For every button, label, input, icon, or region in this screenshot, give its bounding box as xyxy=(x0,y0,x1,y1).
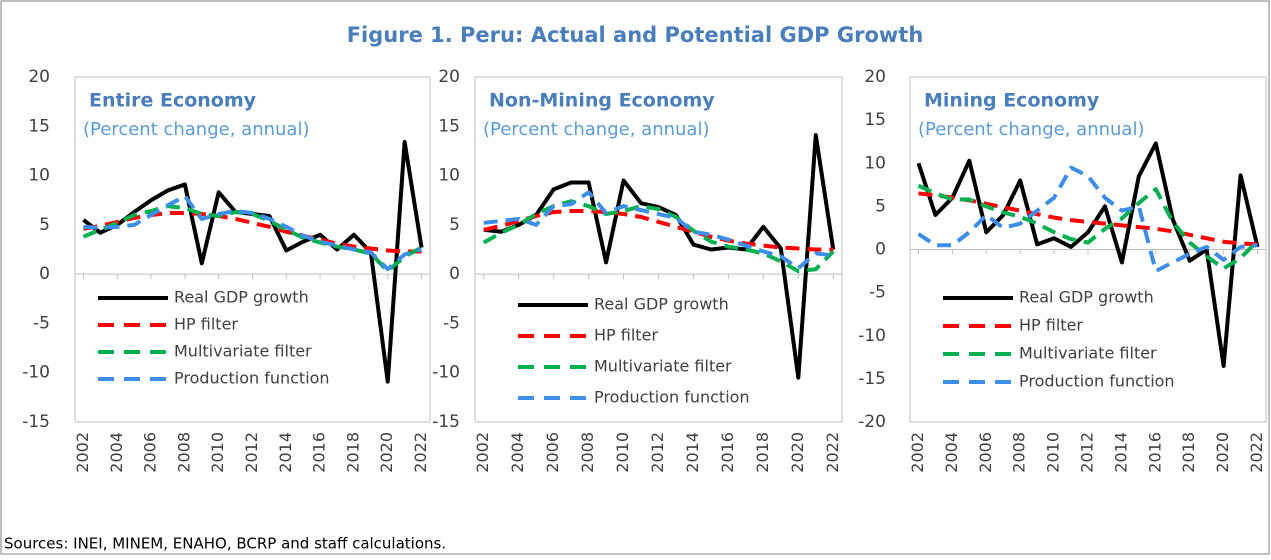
x-tick-label: 2018 xyxy=(1179,432,1198,473)
y-tick-label: 10 xyxy=(438,166,460,186)
series-line xyxy=(917,165,1258,274)
series-line xyxy=(483,209,834,252)
x-tick-label: 2020 xyxy=(377,432,396,473)
series-line xyxy=(83,211,422,254)
x-tick-label: 2002 xyxy=(908,432,927,473)
panel-subtitle: (Percent change, annual) xyxy=(918,119,1144,140)
source-note: Sources: INEI, MINEM, ENAHO, BCRP and st… xyxy=(4,535,446,553)
y-tick-label: -10 xyxy=(22,363,50,383)
x-tick-label: 2022 xyxy=(823,432,842,473)
x-tick-label: 2022 xyxy=(1247,432,1266,473)
legend-label: HP filter xyxy=(1019,316,1083,335)
y-tick-label: -15 xyxy=(858,369,886,389)
legend-label: Production function xyxy=(1019,372,1175,391)
x-tick-label: 2018 xyxy=(753,432,772,473)
x-tick-label: 2016 xyxy=(1145,432,1164,473)
x-tick-label: 2012 xyxy=(648,432,667,473)
y-tick-label: 20 xyxy=(864,67,886,87)
y-tick-label: 5 xyxy=(39,215,50,235)
y-tick-label: -15 xyxy=(22,412,50,432)
y-tick-label: -5 xyxy=(33,313,50,333)
legend-label: Real GDP growth xyxy=(594,295,729,314)
x-tick-label: 2020 xyxy=(788,432,807,473)
x-tick-label: 2010 xyxy=(1044,432,1063,473)
plot-area xyxy=(74,76,431,423)
y-tick-label: 10 xyxy=(28,166,50,186)
x-tick-label: 2014 xyxy=(1111,432,1130,473)
x-tick-label: 2002 xyxy=(473,432,492,473)
x-tick-label: 2006 xyxy=(976,432,995,473)
panel-title: Non-Mining Economy xyxy=(489,90,715,112)
panel-subtitle: (Percent change, annual) xyxy=(483,119,709,140)
x-tick-label: 2010 xyxy=(613,432,632,473)
y-tick-label: -20 xyxy=(858,412,886,432)
x-tick-label: 2016 xyxy=(310,432,329,473)
series-line xyxy=(916,141,1260,368)
figure-title: Figure 1. Peru: Actual and Potential GDP… xyxy=(347,23,924,47)
y-tick-label: -10 xyxy=(858,326,886,346)
panel-subtitle: (Percent change, annual) xyxy=(83,119,309,140)
x-tick-label: 2006 xyxy=(543,432,562,473)
y-tick-label: -5 xyxy=(869,283,886,303)
y-tick-label: 0 xyxy=(39,264,50,284)
y-tick-label: 5 xyxy=(875,196,886,216)
x-tick-label: 2010 xyxy=(208,432,227,473)
x-tick-label: 2002 xyxy=(73,432,92,473)
y-tick-label: 15 xyxy=(864,110,886,130)
y-tick-label: 20 xyxy=(438,67,460,87)
y-tick-label: -10 xyxy=(432,363,460,383)
x-tick-label: 2008 xyxy=(1010,432,1029,473)
x-tick-label: 2012 xyxy=(242,432,261,473)
y-tick-label: 10 xyxy=(864,153,886,173)
y-tick-label: 5 xyxy=(449,215,460,235)
x-tick-label: 2012 xyxy=(1078,432,1097,473)
legend-label: HP filter xyxy=(594,326,658,345)
plot-area xyxy=(474,76,843,423)
legend-label: Multivariate filter xyxy=(174,342,312,361)
panel-title: Mining Economy xyxy=(924,90,1100,112)
legend-label: Production function xyxy=(174,369,330,388)
series-line xyxy=(918,191,1258,247)
series-line xyxy=(482,199,835,274)
panel-title: Entire Economy xyxy=(89,90,257,112)
series-line xyxy=(917,183,1259,271)
x-tick-label: 2008 xyxy=(174,432,193,473)
legend-label: Multivariate filter xyxy=(594,357,732,376)
y-tick-label: 0 xyxy=(449,264,460,284)
x-tick-label: 2004 xyxy=(107,432,126,473)
x-tick-label: 2014 xyxy=(276,432,295,473)
x-tick-label: 2016 xyxy=(718,432,737,473)
y-tick-label: 15 xyxy=(438,116,460,136)
x-tick-label: 2004 xyxy=(508,432,527,473)
legend-label: HP filter xyxy=(174,315,238,334)
series-line xyxy=(483,190,834,271)
x-tick-label: 2018 xyxy=(343,432,362,473)
y-tick-label: -5 xyxy=(443,313,460,333)
x-tick-label: 2008 xyxy=(578,432,597,473)
legend-label: Multivariate filter xyxy=(1019,344,1157,363)
y-tick-label: 0 xyxy=(875,240,886,260)
y-tick-label: 20 xyxy=(28,67,50,87)
y-tick-label: -15 xyxy=(432,412,460,432)
y-tick-label: 15 xyxy=(28,116,50,136)
x-tick-label: 2014 xyxy=(683,432,702,473)
x-tick-label: 2006 xyxy=(141,432,160,473)
x-tick-label: 2022 xyxy=(411,432,430,473)
legend-label: Real GDP growth xyxy=(174,288,309,307)
legend-label: Real GDP growth xyxy=(1019,288,1154,307)
x-tick-label: 2004 xyxy=(942,432,961,473)
series-line xyxy=(83,194,423,272)
legend-label: Production function xyxy=(594,388,750,407)
x-tick-label: 2020 xyxy=(1213,432,1232,473)
